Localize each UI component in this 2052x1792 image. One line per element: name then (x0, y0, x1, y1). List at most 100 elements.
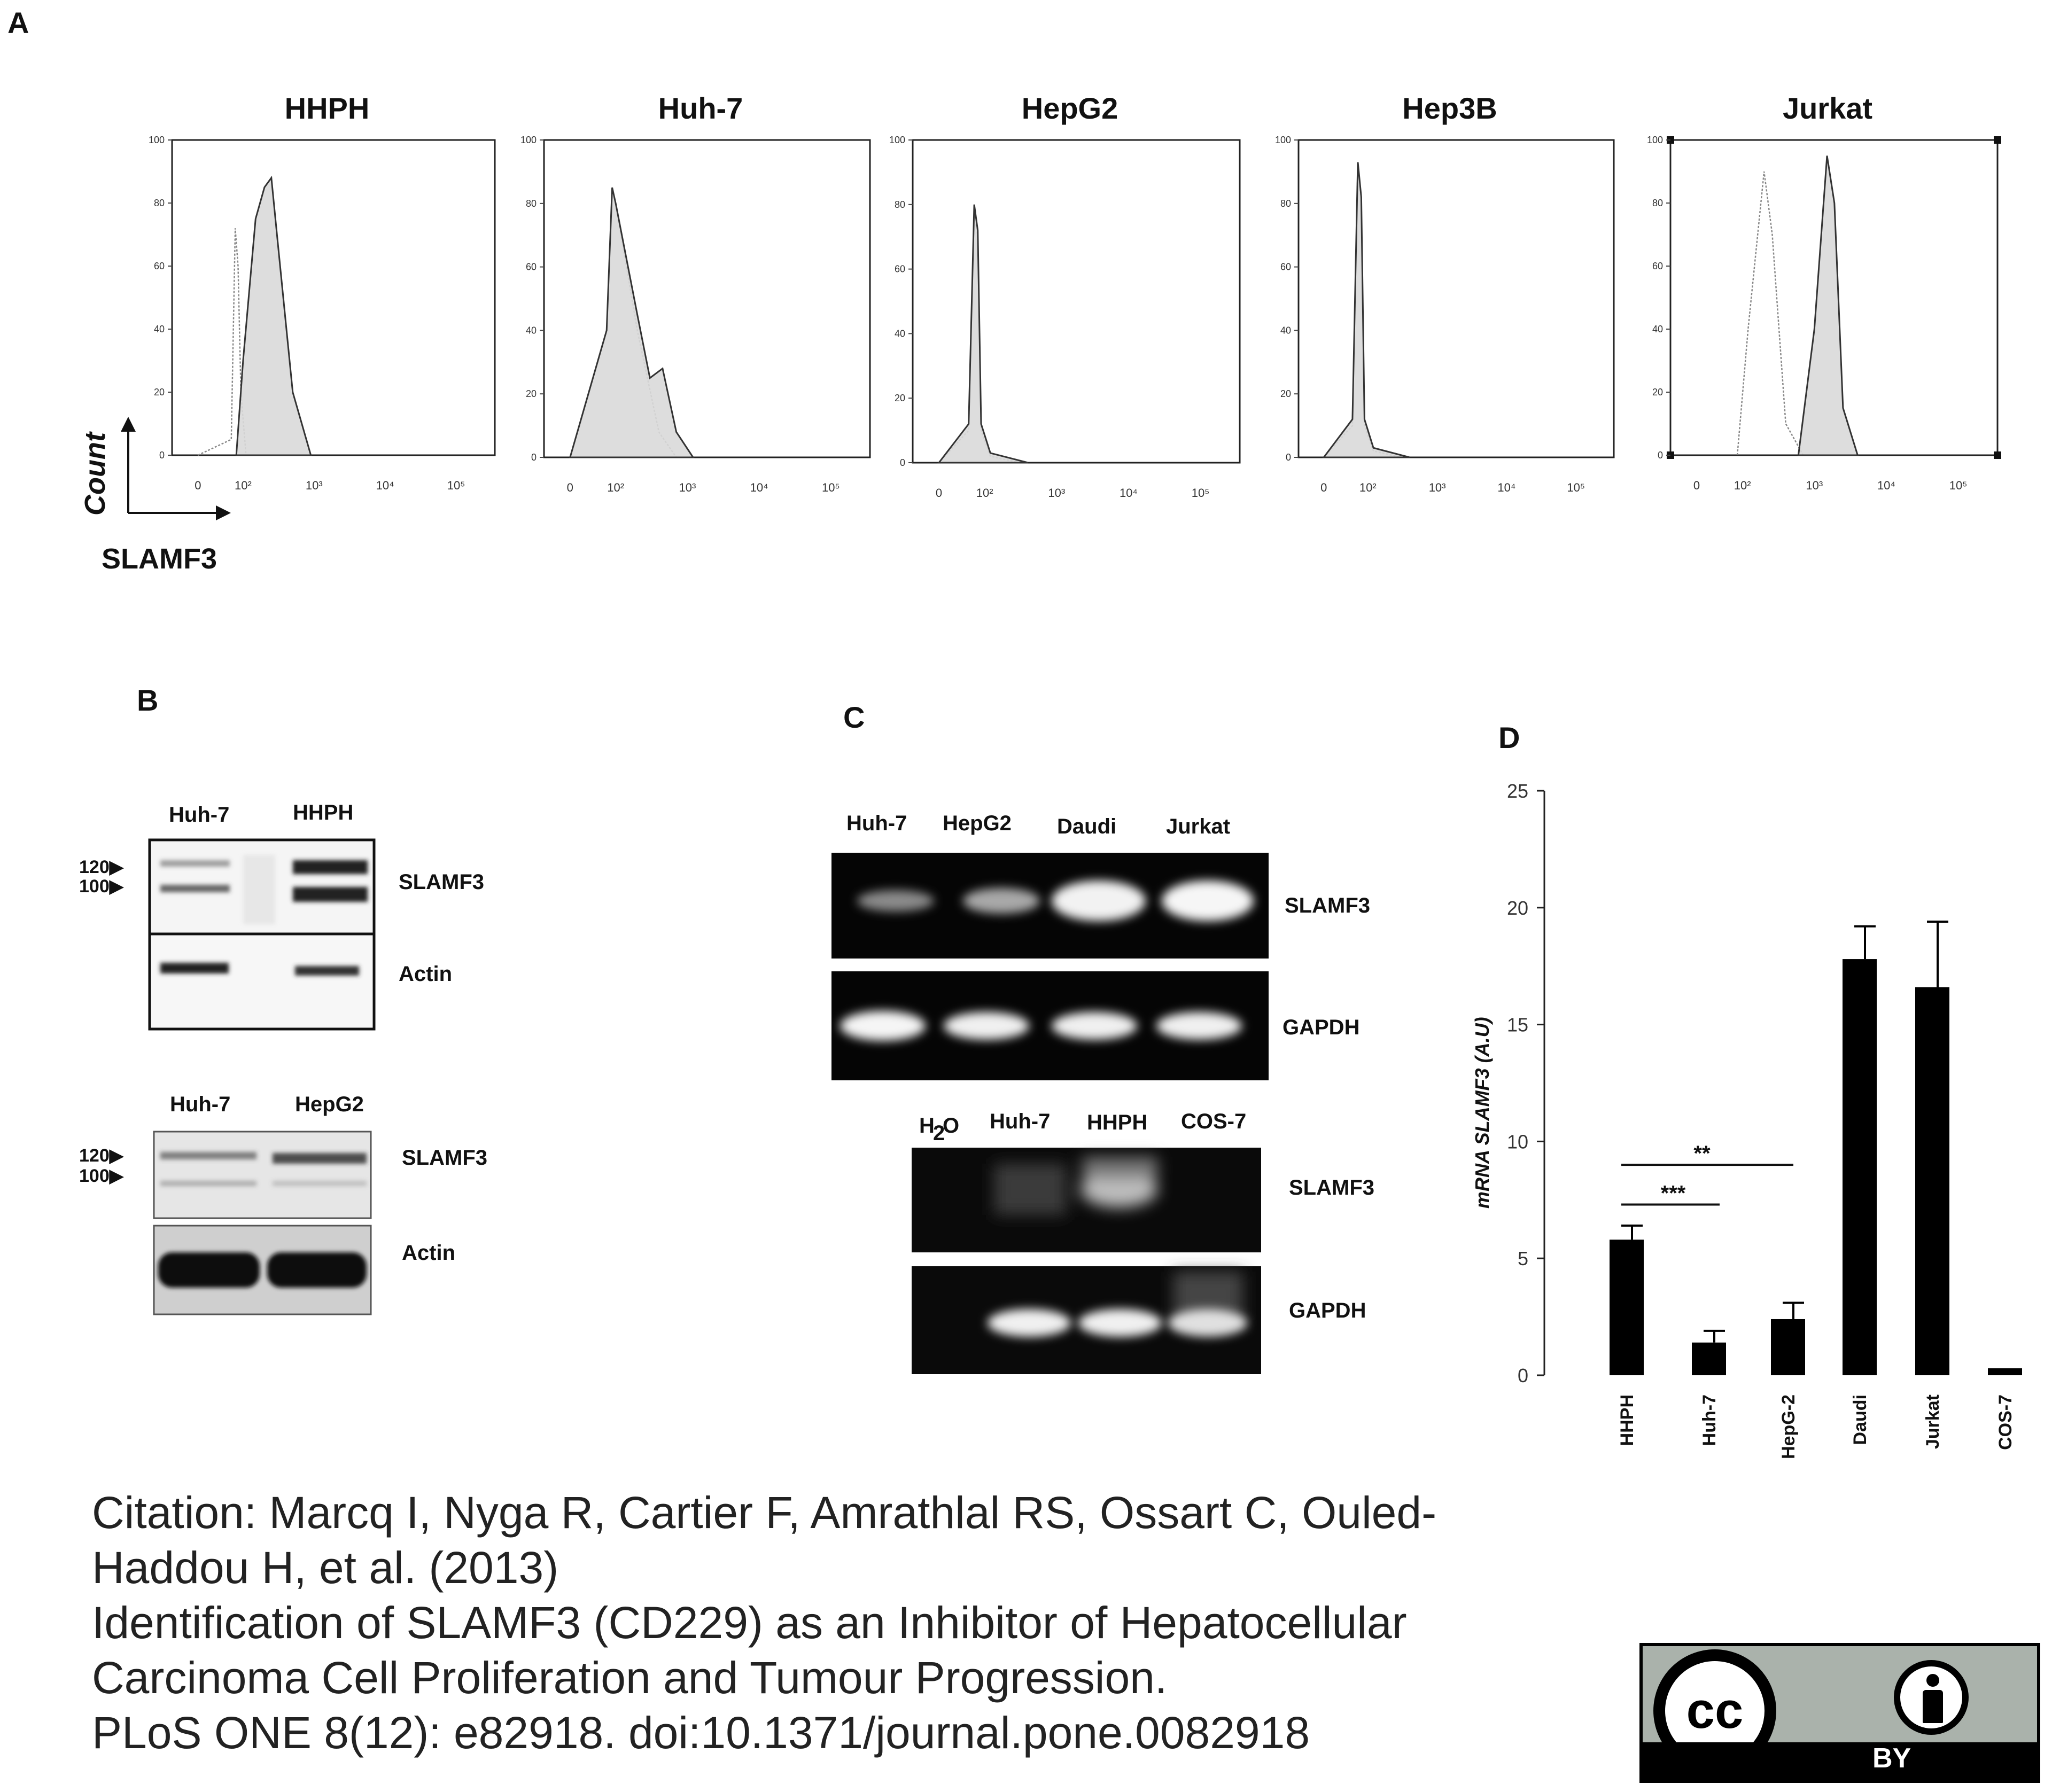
rt-pcr-gel-2: H 2 O Huh-7 HHPH COS-7 SLAMF3 GAPDH (912, 1110, 1374, 1374)
gel2-lane-label: Huh-7 (990, 1110, 1050, 1133)
x-tick-label: 10² (235, 479, 252, 492)
y-tick-label: 20 (526, 388, 537, 399)
y-tick-label: 80 (1652, 198, 1663, 208)
gel2-band-label: SLAMF3 (1289, 1176, 1374, 1199)
bar-category-label: COS-7 (1995, 1394, 2016, 1450)
panel-b-letter: B (137, 683, 158, 717)
blot2-band-label: SLAMF3 (402, 1146, 487, 1170)
x-tick-label: 10⁴ (1497, 481, 1515, 494)
histogram-filled-series (1322, 162, 1410, 458)
bar-y-tick-label: 25 (1507, 780, 1528, 802)
mw-marker-100: 100▶ (79, 876, 125, 897)
citation-line: Carcinoma Cell Proliferation and Tumour … (92, 1653, 1168, 1703)
y-tick-label: 40 (526, 325, 537, 336)
gel2-lane-label: O (943, 1114, 959, 1137)
blot1-lane-label: Huh-7 (169, 803, 229, 827)
western-blot-2: Huh-7 HepG2 120▶ 100▶ SLAMF3 Actin (79, 1093, 487, 1315)
x-tick-label: 0 (567, 481, 573, 494)
significance-stars: ** (1693, 1142, 1711, 1165)
histogram-jurkat: Jurkat 0 20 40 60 80 100 0 10² 10³ 10⁴ 10⁵ (1647, 91, 2001, 492)
histogram-title: HepG2 (1022, 91, 1118, 125)
x-tick-label: 10³ (1806, 479, 1823, 492)
panel-c-letter: C (843, 700, 865, 734)
bar-category-label: Huh-7 (1699, 1394, 1720, 1446)
western-blot-1: Huh-7 HHPH 120▶ 100▶ SLAMF3 Actin (79, 801, 484, 1031)
bar-jurkat (1915, 987, 1949, 1375)
bar-y-tick-label: 5 (1518, 1248, 1528, 1269)
y-tick-label: 40 (154, 324, 165, 334)
gel2-lane-label: COS-7 (1181, 1110, 1246, 1133)
x-tick-label: 10³ (1429, 481, 1446, 494)
bar-category-label: Jurkat (1923, 1394, 1943, 1449)
histogram-filled-series (569, 187, 695, 458)
y-tick-label: 100 (1647, 135, 1663, 145)
y-tick-label: 60 (154, 261, 165, 271)
panel-a-letter: A (7, 6, 29, 40)
y-tick-label: 40 (1280, 325, 1291, 336)
blot2-band-label: Actin (402, 1241, 455, 1265)
x-tick-label: 0 (1693, 479, 1700, 492)
bar-y-axis-label: mRNA SLAMF3 (A.U) (1471, 1017, 1493, 1209)
mw-marker-120: 120▶ (79, 857, 125, 877)
x-tick-label: 10⁴ (1877, 479, 1895, 492)
histogram-filled-series (235, 175, 312, 456)
gel1-lane-label: HepG2 (943, 812, 1012, 835)
histogram-frame (1297, 139, 1615, 458)
bar-daudi (1843, 959, 1877, 1375)
y-tick-label: 80 (154, 198, 165, 208)
histogram-hhph: HHPH 0 20 40 60 80 100 0 10² 10³ 10⁴ 10⁵ (149, 91, 496, 492)
x-tick-label: 10² (1734, 479, 1751, 492)
mw-marker-100: 100▶ (79, 1166, 125, 1186)
frame-corner-marker (1994, 451, 2001, 459)
y-tick-label: 0 (900, 457, 905, 468)
bar-category-label: HepG-2 (1778, 1394, 1799, 1459)
x-tick-label: 10⁴ (1120, 486, 1138, 500)
by-label: BY (1872, 1743, 1911, 1774)
x-tick-label: 10³ (679, 481, 696, 494)
y-tick-label: 20 (154, 387, 165, 398)
bar-category-label: HHPH (1617, 1394, 1637, 1446)
y-tick-label: 20 (895, 393, 905, 403)
bar-hhph (1610, 1240, 1644, 1375)
x-tick-label: 10² (976, 486, 993, 500)
y-tick-label: 40 (1652, 324, 1663, 334)
x-tick-label: 10⁴ (376, 479, 394, 492)
citation-line: Citation: Marcq I, Nyga R, Cartier F, Am… (92, 1487, 1437, 1538)
blot1-band-label: Actin (399, 962, 452, 986)
y-tick-label: 80 (526, 198, 537, 209)
gel2-lane-label: H (919, 1114, 935, 1137)
bar-y-tick-label: 15 (1507, 1014, 1528, 1036)
bar-cos-7 (1988, 1368, 2022, 1375)
panel-d-letter: D (1498, 721, 1520, 754)
gel2-band-label: GAPDH (1289, 1299, 1366, 1322)
x-tick-label: 10² (607, 481, 624, 494)
histogram-title: Hep3B (1402, 91, 1497, 125)
mw-marker-120: 120▶ (79, 1146, 125, 1166)
y-tick-label: 100 (1275, 135, 1291, 145)
histogram-outline-series (1736, 171, 1804, 456)
y-tick-label: 0 (159, 450, 165, 461)
count-axis-label: Count (79, 431, 111, 516)
histogram-title: Huh-7 (658, 91, 743, 125)
x-tick-label: 10⁵ (447, 479, 465, 492)
y-tick-label: 0 (531, 452, 537, 463)
gel2-lane-label: HHPH (1087, 1111, 1147, 1134)
bar-y-tick-label: 0 (1518, 1365, 1528, 1386)
y-tick-label: 60 (895, 264, 905, 275)
y-tick-label: 60 (526, 262, 537, 272)
y-tick-label: 100 (889, 135, 905, 145)
y-tick-label: 20 (1652, 387, 1663, 398)
histogram-huh-7: Huh-7 0 20 40 60 80 100 0 10² 10³ 10⁴ 10⁵ (520, 91, 871, 494)
bar-category-label: Daudi (1850, 1394, 1870, 1445)
y-tick-label: 80 (895, 199, 905, 210)
x-tick-label: 10² (1359, 481, 1377, 494)
x-tick-label: 10⁵ (1567, 481, 1585, 494)
gel1-lane-label: Jurkat (1166, 815, 1230, 838)
histogram-title: HHPH (285, 91, 370, 125)
bar-y-tick-label: 10 (1507, 1131, 1528, 1152)
cc-by-license-badge: cc BY (1639, 1643, 2040, 1783)
histogram-title: Jurkat (1783, 91, 1872, 125)
bar-chart-d: 0 5 10 15 20 25 HHPH Huh-7 HepG-2 Daudi Jurkat COS-… (1507, 780, 2022, 1459)
histogram-panels: HHPH 0 20 40 60 80 100 0 10² 10³ 10⁴ 10⁵ Huh-7 0 20 40 6… (149, 91, 2001, 500)
by-strip (1643, 1742, 2037, 1780)
